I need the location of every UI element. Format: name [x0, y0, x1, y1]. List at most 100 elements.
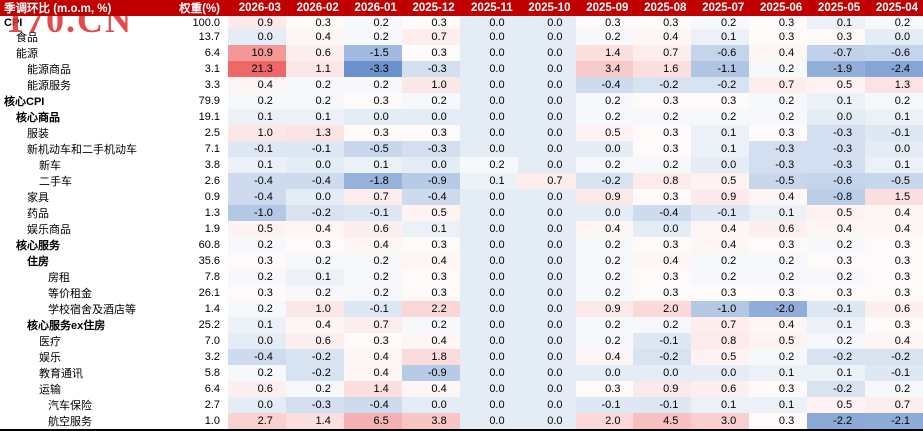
- row-label: 娱乐: [39, 352, 61, 364]
- row-label: 能源商品: [27, 64, 71, 76]
- table-title: 季调环比 (m.o.m, %): [4, 3, 112, 15]
- data-cell-2025-10: 0.0: [517, 45, 576, 61]
- data-cell-2026-03: 0.1: [228, 317, 286, 333]
- data-cell-2025-12: 0.3: [401, 16, 460, 29]
- data-cell-2025-08: 0.0: [633, 365, 692, 381]
- data-cell-2025-07: 0.5: [691, 173, 750, 189]
- data-cell-2025-10: 0.0: [517, 413, 576, 429]
- data-cell-2025-06: 0.3: [749, 285, 808, 301]
- data-cell-2025-07: 0.0: [691, 365, 750, 381]
- data-cell-2025-09: 0.2: [575, 29, 634, 45]
- data-cell-2026-02: 1.4: [285, 413, 344, 429]
- data-cell-2025-12: -0.4: [401, 189, 460, 205]
- data-cell-2025-05: 0.3: [807, 29, 866, 45]
- data-cell-2025-08: -0.1: [633, 397, 692, 413]
- data-cell-2026-02: 1.3: [285, 125, 344, 141]
- data-cell-2026-01: 0.2: [343, 77, 402, 93]
- data-cell-2025-04: -0.2: [865, 349, 923, 365]
- data-cell-2025-09: 3.4: [575, 61, 634, 77]
- column-header-month: 2025-09: [586, 2, 629, 14]
- column-header-month: 2025-07: [702, 2, 745, 14]
- data-cell-2025-07: 0.1: [691, 125, 750, 141]
- data-cell-2026-02: 0.4: [285, 317, 344, 333]
- data-cell-2025-06: 0.2: [749, 61, 808, 77]
- row-weight: 6.4: [204, 383, 220, 395]
- table-body: CPI 100.0 0.9 0.3 0.2 0.3 0.0 0.0 0.3 0.3 0.2 0.3 0.…: [0, 16, 923, 429]
- data-cell-2026-01: 0.6: [343, 221, 402, 237]
- row-weight: 1.4: [204, 303, 220, 315]
- data-cell-2025-12: 0.0: [401, 109, 460, 125]
- data-cell-2025-09: 0.2: [575, 333, 634, 349]
- row-label: 核心商品: [16, 112, 60, 124]
- data-cell-2026-01: -0.5: [343, 141, 402, 157]
- data-cell-2025-09: 0.0: [575, 141, 634, 157]
- data-cell-2025-12: 1.0: [401, 77, 460, 93]
- data-cell-2026-03: 21.3: [228, 61, 286, 77]
- data-cell-2025-12: -0.9: [401, 365, 460, 381]
- data-cell-2025-05: -0.7: [807, 45, 866, 61]
- data-cell-2025-11: 0.0: [459, 61, 518, 77]
- data-cell-2026-02: 0.2: [285, 253, 344, 269]
- data-cell-2025-07: 0.2: [691, 269, 750, 285]
- data-cell-2025-06: 0.3: [749, 29, 808, 45]
- row-weight: 0.9: [204, 191, 220, 203]
- data-cell-2025-11: 0.1: [459, 173, 518, 189]
- data-cell-2026-01: 0.4: [343, 365, 402, 381]
- data-cell-2025-09: -0.1: [575, 397, 634, 413]
- data-cell-2026-01: 0.4: [343, 237, 402, 253]
- data-cell-2026-01: -1.8: [343, 173, 402, 189]
- data-cell-2025-08: 0.2: [633, 317, 692, 333]
- data-cell-2025-05: -0.3: [807, 141, 866, 157]
- column-header-month: 2026-02: [296, 2, 339, 14]
- data-cell-2026-03: 0.3: [228, 253, 286, 269]
- data-cell-2026-02: 0.0: [285, 189, 344, 205]
- data-cell-2025-08: 0.0: [633, 221, 692, 237]
- data-cell-2026-01: 0.3: [343, 93, 402, 109]
- data-cell-2025-12: 0.5: [401, 205, 460, 221]
- data-cell-2025-12: 0.3: [401, 125, 460, 141]
- data-cell-2025-09: 0.2: [575, 317, 634, 333]
- data-cell-2025-10: 0.0: [517, 141, 576, 157]
- data-cell-2025-07: 0.9: [691, 189, 750, 205]
- data-cell-2025-07: 0.1: [691, 141, 750, 157]
- data-cell-2025-06: 0.3: [749, 16, 808, 29]
- data-cell-2025-11: 0.0: [459, 93, 518, 109]
- data-cell-2025-05: 0.2: [807, 237, 866, 253]
- data-cell-2025-06: 0.2: [749, 269, 808, 285]
- data-cell-2025-10: 0.0: [517, 109, 576, 125]
- data-cell-2025-11: 0.0: [459, 29, 518, 45]
- data-cell-2025-04: -0.5: [865, 173, 923, 189]
- data-cell-2025-11: 0.0: [459, 269, 518, 285]
- table-row: 医疗 7.0 0.0 0.6 0.3 0.4 0.0 0.0 0.2 -0.1 0.8 0.5 0.2 0…: [0, 333, 923, 349]
- data-cell-2026-03: 0.1: [228, 157, 286, 173]
- data-cell-2026-01: -1.5: [343, 45, 402, 61]
- data-cell-2025-07: 3.0: [691, 413, 750, 429]
- data-cell-2025-05: -2.2: [807, 413, 866, 429]
- table-row: 娱乐 3.2 -0.4 -0.2 0.4 1.8 0.0 0.0 0.4 -0.2 0.5 0.2 -0…: [0, 349, 923, 365]
- data-cell-2025-11: 0.0: [459, 77, 518, 93]
- data-cell-2025-11: 0.0: [459, 381, 518, 397]
- column-header-month: 2025-06: [760, 2, 803, 14]
- table-row: 运输 6.4 0.6 0.2 1.4 0.4 0.0 0.0 0.3 0.9 0.6 0.3 -0.2 0…: [0, 381, 923, 397]
- data-cell-2026-03: 0.0: [228, 29, 286, 45]
- data-cell-2025-06: 0.4: [749, 189, 808, 205]
- table-row: 药品 1.3 -1.0 -0.2 -0.1 0.5 0.0 0.0 0.0 -0.4 -0.1 0.1…: [0, 205, 923, 221]
- data-cell-2026-03: 0.2: [228, 365, 286, 381]
- data-cell-2025-05: 0.5: [807, 205, 866, 221]
- data-cell-2025-10: 0.0: [517, 349, 576, 365]
- data-cell-2026-02: 0.3: [285, 16, 344, 29]
- data-cell-2025-12: 0.3: [401, 45, 460, 61]
- data-cell-2025-09: 2.0: [575, 413, 634, 429]
- row-label: 住房: [27, 256, 49, 268]
- data-cell-2026-03: 0.1: [228, 109, 286, 125]
- row-weight: 1.3: [204, 207, 220, 219]
- data-cell-2025-08: -0.4: [633, 205, 692, 221]
- row-label: 家具: [27, 192, 49, 204]
- row-label: 核心服务: [16, 240, 60, 252]
- data-cell-2026-02: -0.4: [285, 173, 344, 189]
- data-cell-2026-03: -0.1: [228, 141, 286, 157]
- data-cell-2025-06: 0.2: [749, 349, 808, 365]
- data-cell-2026-01: 0.2: [343, 29, 402, 45]
- data-cell-2026-02: -0.1: [285, 141, 344, 157]
